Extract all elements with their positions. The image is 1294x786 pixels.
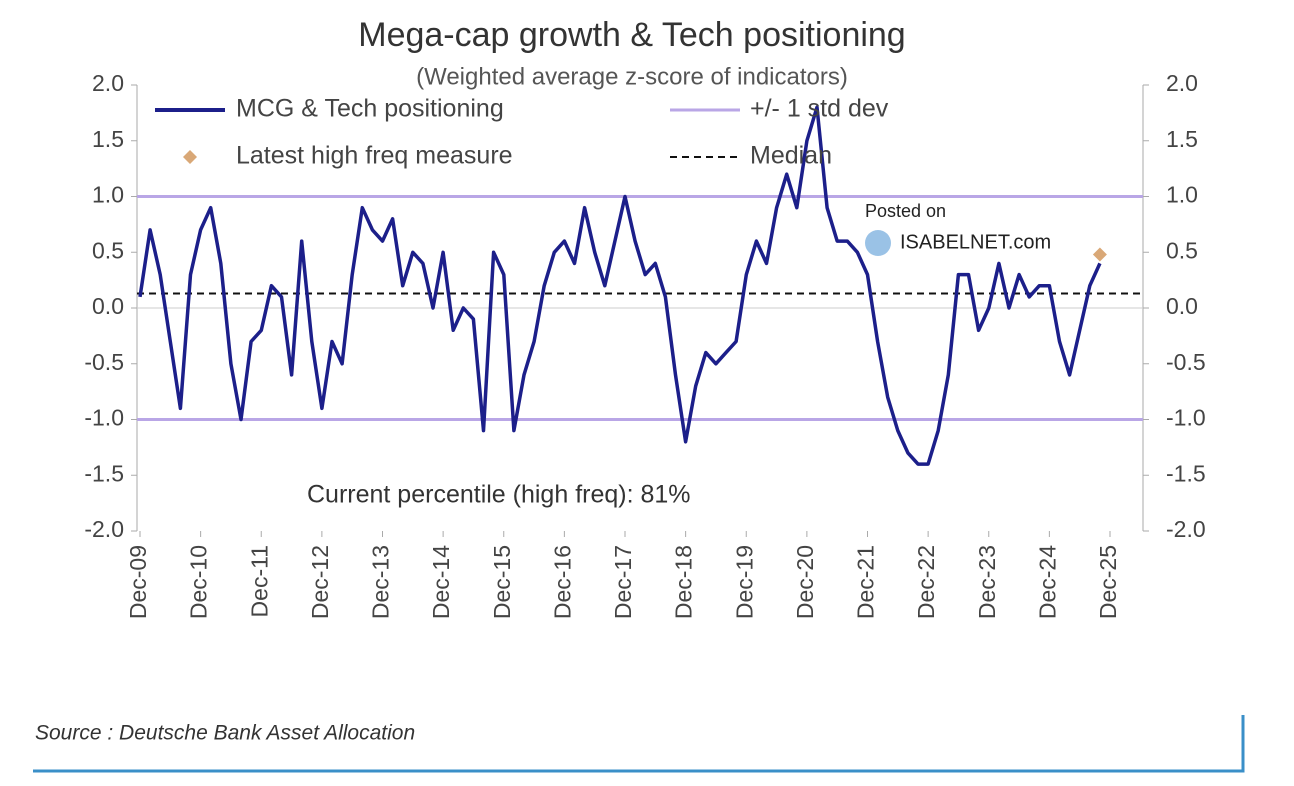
- y-tick-label: -0.5: [84, 349, 124, 375]
- watermark-logo: [865, 230, 891, 256]
- y2-tick-label: -1.5: [1166, 460, 1206, 486]
- y2-tick-label: 2.0: [1166, 70, 1198, 96]
- x-tick-label: Dec-22: [913, 545, 939, 619]
- y-tick-label: -1.0: [84, 405, 124, 431]
- y2-tick-label: 0.5: [1166, 237, 1198, 263]
- y2-tick-label: -0.5: [1166, 349, 1206, 375]
- x-tick-label: Dec-15: [489, 545, 515, 619]
- y-tick-label: 0.5: [92, 237, 124, 263]
- x-tick-label: Dec-19: [731, 545, 757, 619]
- legend-label: Median: [750, 142, 832, 170]
- x-tick-label: Dec-09: [125, 545, 151, 619]
- x-tick-label: Dec-25: [1095, 545, 1121, 619]
- x-tick-label: Dec-23: [974, 545, 1000, 619]
- y-tick-label: -2.0: [84, 516, 124, 542]
- y-tick-label: -1.5: [84, 460, 124, 486]
- x-tick-label: Dec-12: [307, 545, 333, 619]
- x-tick-label: Dec-24: [1034, 545, 1060, 619]
- y2-tick-label: 0.0: [1166, 293, 1198, 319]
- y2-tick-label: -1.0: [1166, 405, 1206, 431]
- chart-subtitle: (Weighted average z-score of indicators): [416, 63, 848, 90]
- x-tick-label: Dec-13: [368, 545, 394, 619]
- x-tick-label: Dec-17: [610, 545, 636, 619]
- x-tick-label: Dec-20: [792, 545, 818, 619]
- legend-label: +/- 1 std dev: [750, 95, 889, 123]
- series-line: [138, 105, 1102, 466]
- x-tick-label: Dec-21: [853, 545, 879, 619]
- legend-swatch: [183, 150, 197, 164]
- frame-line: [33, 715, 1245, 773]
- x-tick-label: Dec-10: [186, 545, 212, 619]
- annotation: Current percentile (high freq): 81%: [307, 481, 691, 509]
- y-tick-label: 2.0: [92, 70, 124, 96]
- y2-tick-label: -2.0: [1166, 516, 1206, 542]
- legend-label: Latest high freq measure: [236, 142, 513, 170]
- y-tick-label: 1.5: [92, 126, 124, 152]
- y-tick-label: 1.0: [92, 182, 124, 208]
- y2-tick-label: 1.0: [1166, 182, 1198, 208]
- legend-label: MCG & Tech positioning: [236, 95, 504, 123]
- x-tick-label: Dec-16: [549, 545, 575, 619]
- watermark: ISABELNET.com: [900, 231, 1051, 253]
- y2-tick-label: 1.5: [1166, 126, 1198, 152]
- latest-marker: [1092, 247, 1107, 262]
- watermark: Posted on: [865, 201, 946, 221]
- chart-title: Mega-cap growth & Tech positioning: [358, 16, 905, 54]
- source: Source : Deutsche Bank Asset Allocation: [35, 722, 415, 745]
- x-tick-label: Dec-11: [246, 545, 272, 617]
- y-tick-label: 0.0: [92, 293, 124, 319]
- x-tick-label: Dec-18: [671, 545, 697, 619]
- x-tick-label: Dec-14: [428, 545, 454, 619]
